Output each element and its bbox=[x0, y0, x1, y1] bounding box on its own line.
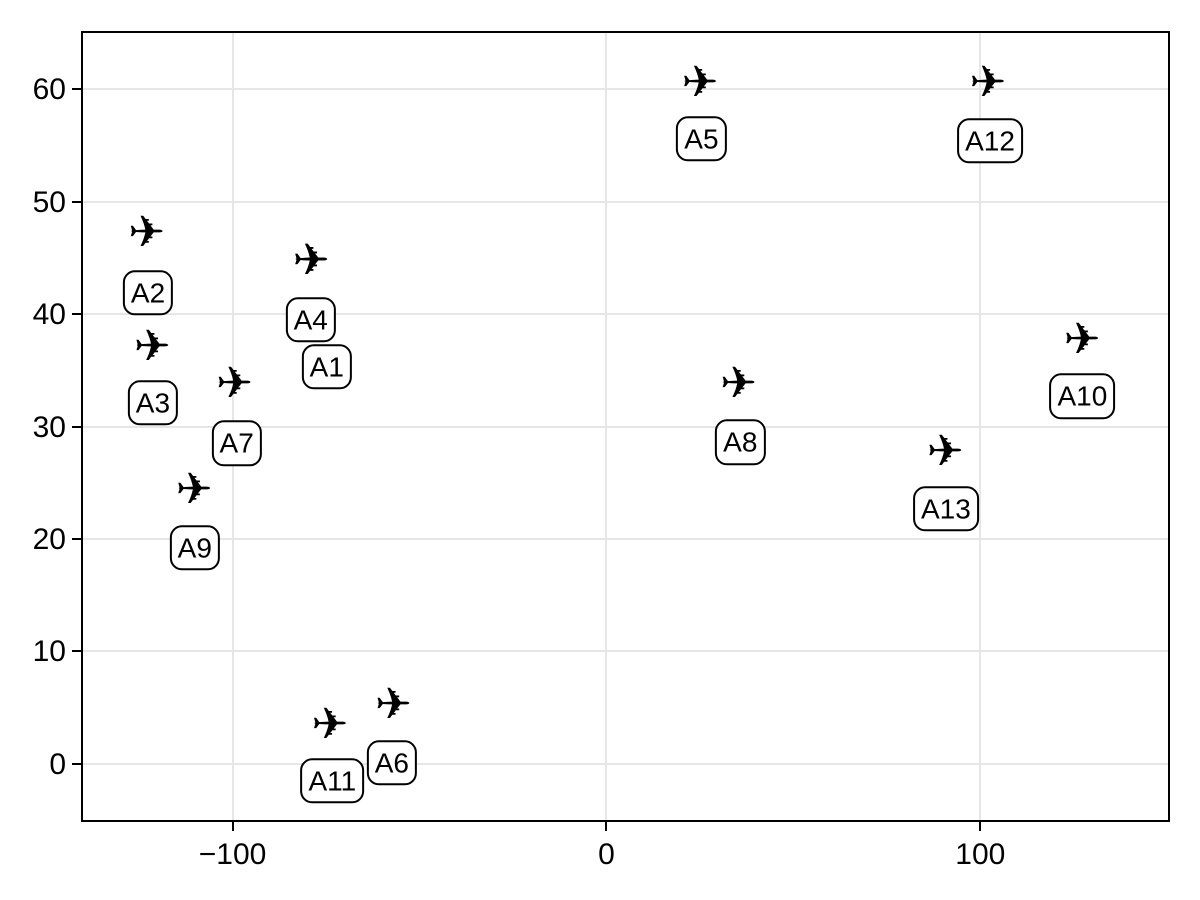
point-marker-a4: ✈ bbox=[285, 237, 337, 285]
y-tick-label: 20 bbox=[32, 522, 66, 556]
y-tick-label: 60 bbox=[32, 73, 66, 107]
airplane-icon: ✈ bbox=[292, 235, 330, 287]
airplane-icon: ✈ bbox=[292, 235, 330, 287]
y-tick-mark bbox=[72, 537, 81, 540]
y-tick-label: 50 bbox=[32, 185, 66, 219]
point-label-a4: A4 bbox=[285, 296, 336, 343]
y-tick-mark bbox=[72, 313, 81, 316]
point-marker-a8: ✈ bbox=[712, 360, 764, 408]
point-label-a8: A8 bbox=[715, 419, 766, 465]
point-label-a10: A10 bbox=[1049, 373, 1116, 419]
airplane-icon: ✈ bbox=[133, 320, 171, 372]
y-tick-label: 0 bbox=[49, 747, 66, 781]
y-tick-label: 40 bbox=[32, 298, 66, 332]
airplane-icon: ✈ bbox=[128, 207, 165, 259]
y-tick-label: 10 bbox=[32, 635, 66, 669]
point-marker-a12: ✈ bbox=[962, 59, 1014, 107]
airplane-icon: ✈ bbox=[969, 56, 1007, 108]
point-label-a9: A9 bbox=[169, 525, 220, 571]
x-tick-label: 0 bbox=[598, 838, 615, 871]
x-tick-mark bbox=[979, 822, 982, 831]
point-marker-a10: ✈ bbox=[1056, 316, 1108, 364]
point-marker-a5: ✈ bbox=[674, 59, 726, 107]
point-label-a11: A11 bbox=[300, 757, 365, 804]
y-tick-mark bbox=[72, 650, 81, 653]
y-tick-mark bbox=[72, 762, 81, 765]
y-tick-mark bbox=[72, 425, 81, 428]
point-marker-a13: ✈ bbox=[919, 429, 971, 477]
y-tick-mark bbox=[72, 88, 81, 91]
y-gridline bbox=[83, 762, 1168, 765]
y-gridline bbox=[83, 88, 1168, 91]
y-gridline bbox=[83, 200, 1168, 203]
airplane-icon: ✈ bbox=[1063, 314, 1101, 366]
point-marker-a1: ✈ bbox=[285, 237, 337, 285]
airplane-icon: ✈ bbox=[374, 679, 412, 731]
point-label-a2: A2 bbox=[122, 270, 174, 316]
y-gridline bbox=[83, 650, 1168, 653]
y-tick-label: 30 bbox=[32, 410, 66, 444]
point-label-a13: A13 bbox=[912, 485, 979, 532]
x-tick-mark bbox=[605, 822, 608, 831]
point-marker-a2: ✈ bbox=[121, 209, 173, 257]
point-marker-a3: ✈ bbox=[126, 323, 178, 371]
point-label-a3: A3 bbox=[127, 380, 179, 426]
x-tick-label: 100 bbox=[955, 838, 1006, 871]
point-label-a1: A1 bbox=[301, 344, 352, 390]
airplane-icon: ✈ bbox=[311, 698, 349, 750]
airplane-icon: ✈ bbox=[175, 463, 213, 515]
point-marker-a9: ✈ bbox=[168, 466, 220, 514]
airplane-icon: ✈ bbox=[926, 426, 964, 478]
airplane-icon: ✈ bbox=[215, 357, 253, 409]
airplane-icon: ✈ bbox=[681, 56, 719, 108]
y-gridline bbox=[83, 425, 1168, 428]
x-tick-label: −100 bbox=[198, 838, 267, 871]
point-label-a7: A7 bbox=[211, 420, 262, 467]
point-label-a5: A5 bbox=[676, 115, 727, 162]
point-marker-a7: ✈ bbox=[208, 360, 260, 408]
point-label-a6: A6 bbox=[366, 739, 417, 786]
x-tick-mark bbox=[231, 822, 234, 831]
y-gridline bbox=[83, 313, 1168, 316]
point-marker-a6: ✈ bbox=[367, 681, 419, 729]
point-marker-a11: ✈ bbox=[304, 701, 356, 749]
point-label-a12: A12 bbox=[957, 118, 1023, 164]
y-tick-mark bbox=[72, 200, 81, 203]
y-gridline bbox=[83, 537, 1168, 540]
airplane-icon: ✈ bbox=[719, 357, 757, 409]
